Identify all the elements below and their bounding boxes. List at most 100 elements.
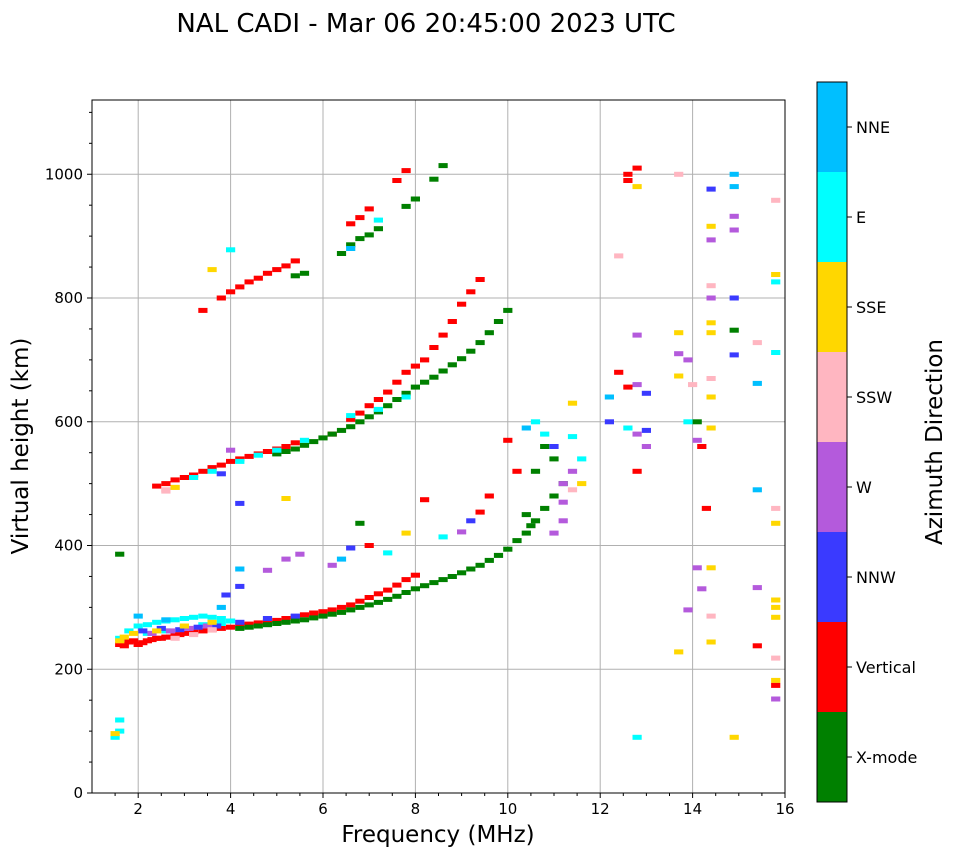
echo-point-nnw xyxy=(262,616,273,621)
echo-point-nne xyxy=(336,556,347,562)
echo-point-x-mode xyxy=(457,356,467,362)
echo-point-x-mode xyxy=(521,512,531,518)
colorbar-label: Azimuth Direction xyxy=(922,339,948,545)
echo-point-e xyxy=(373,217,383,223)
echo-point-x-mode xyxy=(235,625,245,631)
echo-point-vertical xyxy=(281,444,291,449)
echo-point-x-mode xyxy=(457,570,467,576)
echo-point-e xyxy=(198,613,208,619)
echo-point-sse xyxy=(281,496,291,501)
echo-point-nnw xyxy=(641,427,651,433)
echo-point-x-mode xyxy=(503,307,513,313)
colorbar-tick-label: Vertical xyxy=(856,658,916,677)
colorbar-tick-label: SSW xyxy=(856,388,892,407)
echo-point-vertical xyxy=(364,595,374,600)
echo-point-x-mode xyxy=(521,530,531,536)
colorbar-tick-label: W xyxy=(856,478,872,497)
echo-point-nne xyxy=(729,171,739,177)
echo-point-x-mode xyxy=(346,242,356,248)
echo-point-x-mode xyxy=(364,414,374,420)
echo-point-vertical xyxy=(179,630,189,636)
echo-point-vertical xyxy=(373,397,383,402)
echo-point-vertical xyxy=(198,468,208,474)
echo-point-x-mode xyxy=(327,611,337,617)
echo-point-w xyxy=(558,518,568,524)
echo-point-vertical xyxy=(752,643,762,649)
echo-point-e xyxy=(577,456,587,462)
echo-point-vertical xyxy=(262,270,273,276)
echo-point-vertical xyxy=(244,453,254,459)
echo-point-vertical xyxy=(364,403,374,409)
echo-point-vertical xyxy=(401,168,411,174)
echo-point-x-mode xyxy=(355,419,365,425)
echo-point-x-mode xyxy=(281,449,291,454)
echo-point-e xyxy=(124,628,134,634)
echo-point-x-mode xyxy=(420,583,430,589)
echo-point-sse xyxy=(771,677,781,683)
echo-point-vertical xyxy=(429,345,439,350)
echo-point-x-mode xyxy=(410,196,420,202)
echo-point-vertical xyxy=(226,289,236,295)
echo-point-nnw xyxy=(706,186,716,192)
echo-point-ssw xyxy=(567,487,578,493)
echo-point-x-mode xyxy=(401,203,411,209)
colorbar-swatch-w xyxy=(817,442,847,532)
echo-point-vertical xyxy=(119,643,129,649)
echo-point-x-mode xyxy=(336,251,347,256)
echo-point-x-mode xyxy=(262,622,273,628)
x-tick-label: 16 xyxy=(775,800,794,818)
echo-point-vertical xyxy=(438,332,448,338)
echo-point-w xyxy=(674,351,684,357)
echo-point-w xyxy=(558,499,568,505)
echo-point-x-mode xyxy=(383,403,393,409)
echo-point-x-mode xyxy=(540,505,550,511)
echo-point-ssw xyxy=(771,197,781,203)
echo-point-e xyxy=(235,458,245,464)
echo-point-vertical xyxy=(383,587,393,593)
echo-point-vertical xyxy=(262,449,273,454)
echo-point-ssw xyxy=(706,283,716,289)
echo-point-w xyxy=(558,481,568,487)
echo-point-sse xyxy=(207,619,217,625)
echo-point-e xyxy=(632,734,642,740)
echo-point-sse xyxy=(706,639,716,645)
colorbar-swatch-sse xyxy=(817,262,847,352)
echo-point-vertical xyxy=(771,682,781,688)
echo-point-nnw xyxy=(235,583,245,589)
echo-point-vertical xyxy=(401,369,411,375)
echo-point-vertical xyxy=(299,612,310,618)
echo-point-x-mode xyxy=(115,551,125,557)
echo-point-vertical xyxy=(129,638,139,644)
echo-point-x-mode xyxy=(429,580,439,586)
echo-point-vertical xyxy=(355,215,365,221)
echo-point-e xyxy=(142,622,152,628)
echo-point-nnw xyxy=(549,444,559,449)
echo-point-vertical xyxy=(701,505,711,511)
echo-point-e xyxy=(253,452,263,458)
echo-point-vertical xyxy=(156,635,166,641)
echo-point-vertical xyxy=(392,379,402,385)
echo-point-e xyxy=(179,616,189,621)
echo-point-w xyxy=(632,382,642,388)
echo-point-e xyxy=(346,413,356,419)
echo-point-vertical xyxy=(697,444,707,449)
echo-point-vertical xyxy=(309,610,319,616)
echo-point-vertical xyxy=(336,604,347,610)
echo-point-x-mode xyxy=(540,444,550,449)
echo-point-vertical xyxy=(253,620,263,626)
echo-point-w xyxy=(752,585,762,591)
echo-point-e xyxy=(170,617,180,623)
echo-point-vertical xyxy=(475,509,485,515)
echo-point-nne xyxy=(521,425,531,431)
echo-point-w xyxy=(706,237,716,243)
y-tick-label: 400 xyxy=(54,537,83,555)
echo-point-vertical xyxy=(475,277,485,282)
echo-point-vertical xyxy=(226,458,236,464)
echo-point-sse xyxy=(129,630,139,636)
echo-point-vertical xyxy=(355,410,365,416)
echo-point-vertical xyxy=(175,632,185,638)
echo-point-ssw xyxy=(614,253,624,259)
echo-point-vertical xyxy=(235,622,245,628)
echo-point-x-mode xyxy=(318,435,328,441)
echo-point-sse xyxy=(179,623,189,629)
